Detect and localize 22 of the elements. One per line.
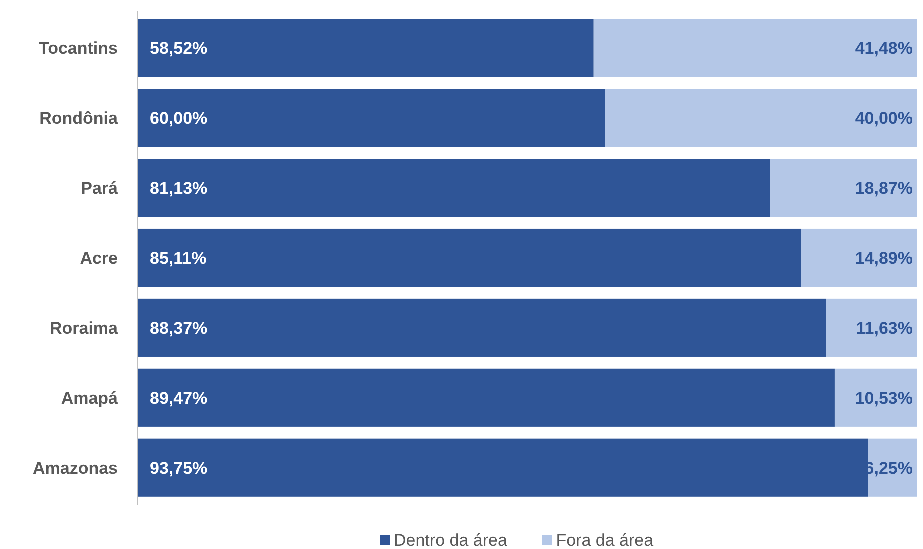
data-label: 10,53%	[855, 388, 913, 408]
y-tick-label: Pará	[81, 178, 119, 198]
data-label: 88,37%	[150, 318, 208, 338]
data-label: 89,47%	[150, 388, 208, 408]
data-label: 41,48%	[855, 39, 913, 58]
y-tick-label: Amapá	[61, 388, 119, 408]
legend-label: Fora da área	[556, 530, 654, 549]
y-tick-label: Tocantins	[38, 39, 118, 58]
y-tick-label: Acre	[80, 248, 118, 268]
data-label: 14,89%	[855, 248, 913, 268]
data-label: 81,13%	[150, 178, 208, 198]
data-label: 85,11%	[150, 248, 207, 268]
data-label: 58,52%	[150, 39, 208, 58]
data-label: 18,87%	[855, 178, 913, 198]
y-tick-label: Roraima	[50, 318, 119, 338]
y-tick-label: Rondônia	[40, 109, 119, 128]
legend-label: Dentro da área	[394, 530, 508, 549]
y-tick-label: Amazonas	[32, 458, 118, 478]
data-label: 40,00%	[855, 109, 913, 128]
data-label: 93,75%	[150, 458, 208, 478]
data-label: 60,00%	[150, 109, 208, 128]
data-label: 11,63%	[856, 318, 913, 338]
